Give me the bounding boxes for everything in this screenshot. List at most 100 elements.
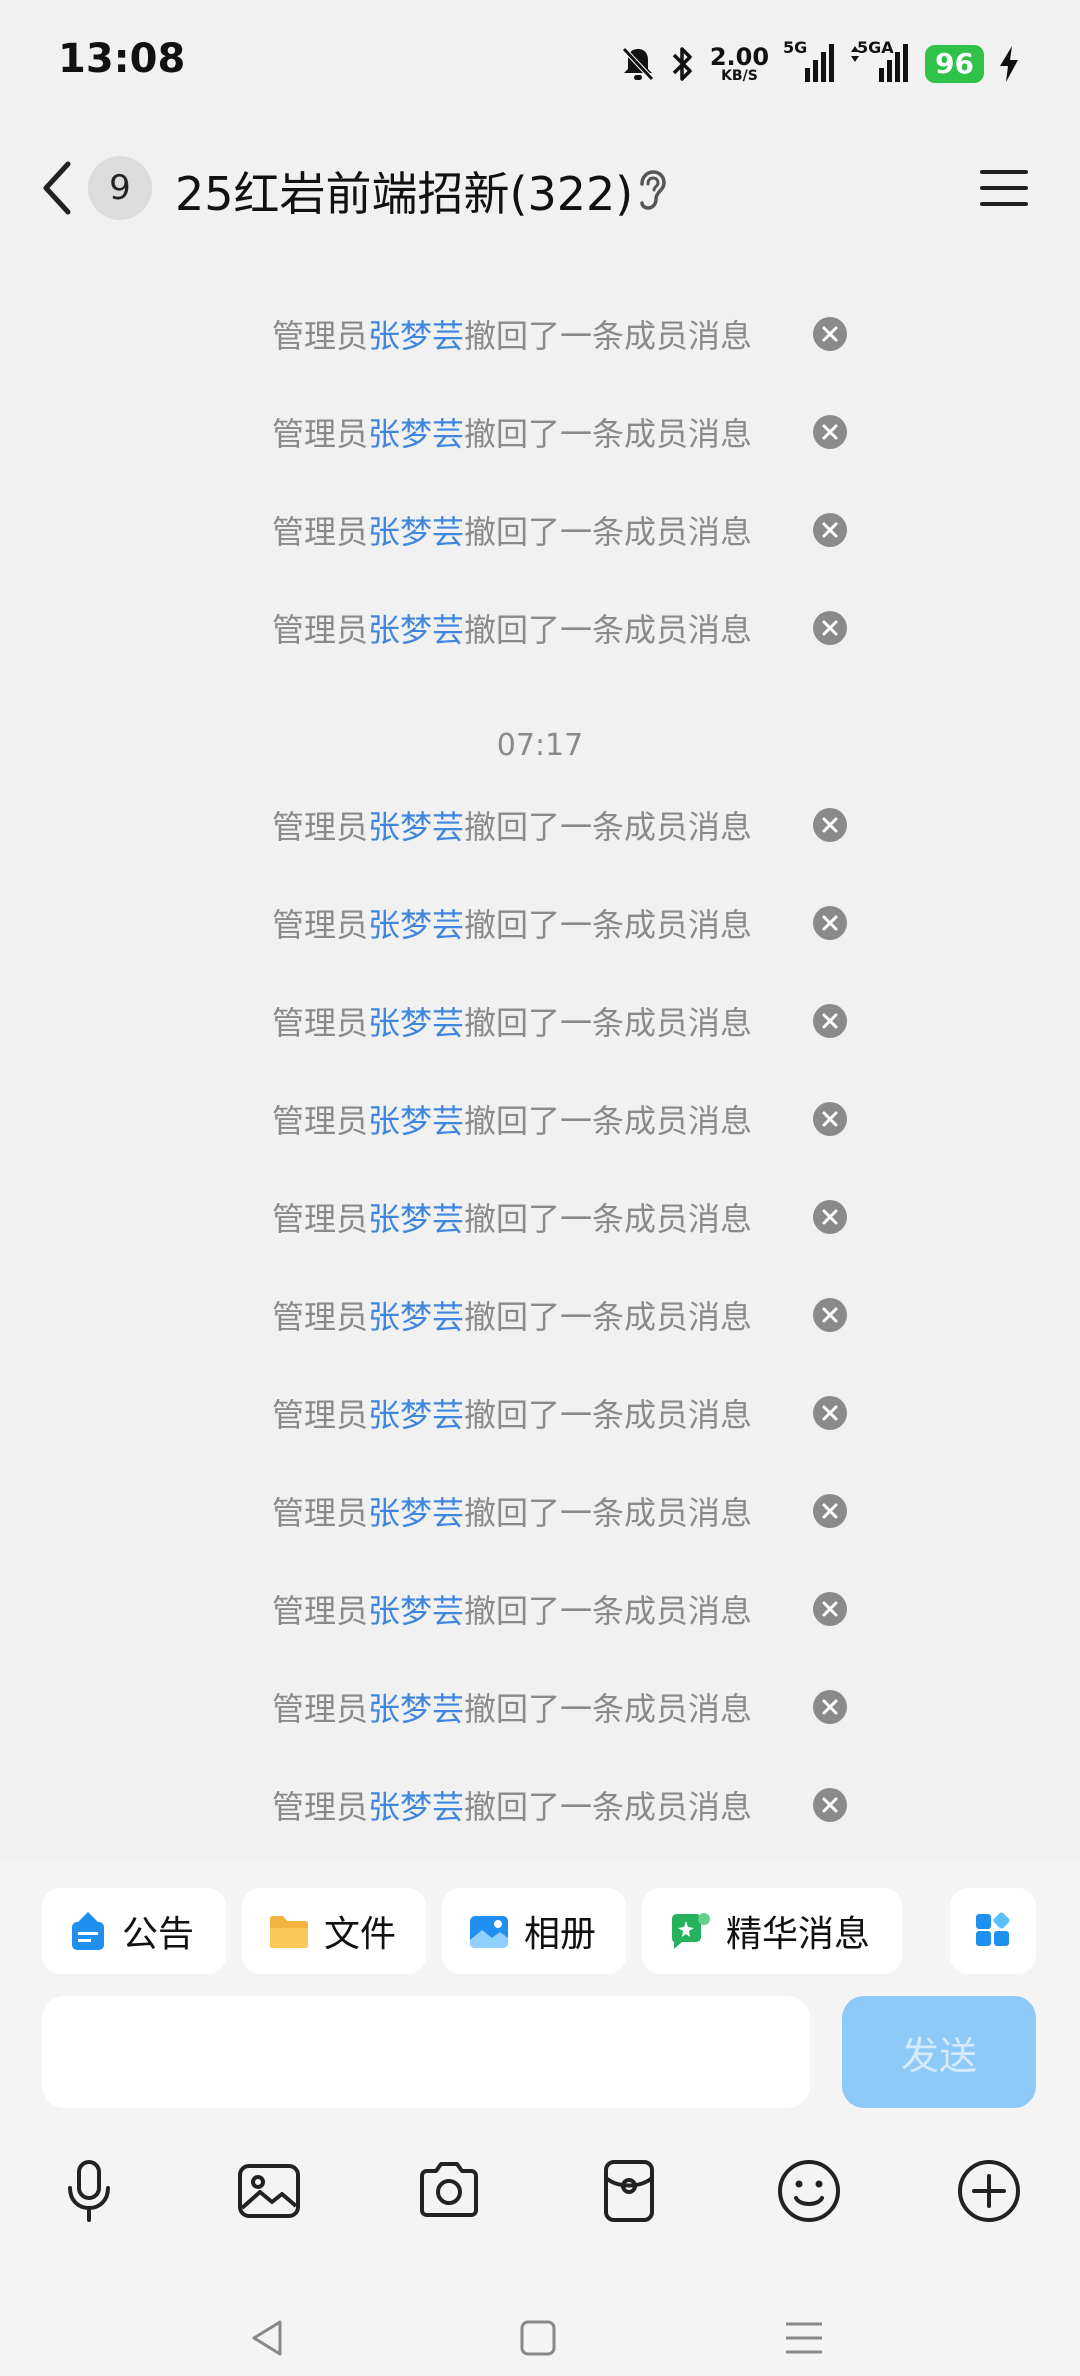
album-chip[interactable]: 相册 xyxy=(442,1888,626,1974)
plus-icon[interactable] xyxy=(956,2158,1022,2224)
message-prefix: 管理员 xyxy=(272,317,369,355)
menu-button[interactable] xyxy=(976,164,1032,212)
admin-name-link[interactable]: 张梦芸 xyxy=(368,1494,465,1532)
album-label: 相册 xyxy=(524,1914,597,1955)
message-prefix: 管理员 xyxy=(272,611,369,649)
nav-menu-icon[interactable] xyxy=(782,2316,826,2360)
close-icon[interactable] xyxy=(812,610,848,646)
message-timestamp: 07:17 xyxy=(496,728,584,763)
emoji-icon[interactable] xyxy=(776,2158,842,2224)
close-icon[interactable] xyxy=(812,1395,848,1431)
close-icon[interactable] xyxy=(812,905,848,941)
signal-5ga-icon: 5GA xyxy=(849,38,911,86)
close-icon[interactable] xyxy=(812,1003,848,1039)
unread-count-badge[interactable]: 9 xyxy=(88,156,152,220)
message-prefix: 管理员 xyxy=(272,1200,369,1238)
system-message: 管理员 张梦芸 撤回了一条成员消息 xyxy=(272,306,847,362)
announcement-icon xyxy=(72,1912,104,1950)
close-icon[interactable] xyxy=(812,1591,848,1627)
files-chip[interactable]: 文件 xyxy=(242,1888,426,1974)
admin-name-link[interactable]: 张梦芸 xyxy=(368,611,465,649)
highlights-chip[interactable]: 精华消息 xyxy=(642,1888,902,1974)
close-icon[interactable] xyxy=(812,1199,848,1235)
close-icon[interactable] xyxy=(812,414,848,450)
message-suffix: 撤回了一条成员消息 xyxy=(464,1396,753,1434)
admin-name-link[interactable]: 张梦芸 xyxy=(368,1396,465,1434)
red-packet-icon[interactable] xyxy=(596,2158,662,2224)
announcement-chip[interactable]: 公告 xyxy=(42,1888,226,1974)
admin-name-link[interactable]: 张梦芸 xyxy=(368,1788,465,1826)
image-icon[interactable] xyxy=(236,2158,302,2224)
admin-name-link[interactable]: 张梦芸 xyxy=(368,1592,465,1630)
close-icon[interactable] xyxy=(812,1787,848,1823)
message-list[interactable]: 管理员 张梦芸 撤回了一条成员消息 管理员 张梦芸 撤回了一条成员消息 管理员 张梦芸 撤回… xyxy=(0,250,1080,1860)
close-icon[interactable] xyxy=(812,1101,848,1137)
files-label: 文件 xyxy=(324,1914,397,1955)
message-prefix: 管理员 xyxy=(272,1102,369,1140)
system-message: 管理员 张梦芸 撤回了一条成员消息 xyxy=(272,1581,847,1637)
more-apps-chip[interactable] xyxy=(950,1888,1036,1974)
message-suffix: 撤回了一条成员消息 xyxy=(464,808,753,846)
message-suffix: 撤回了一条成员消息 xyxy=(464,1004,753,1042)
admin-name-link[interactable]: 张梦芸 xyxy=(368,1200,465,1238)
message-prefix: 管理员 xyxy=(272,415,369,453)
system-message: 管理员 张梦芸 撤回了一条成员消息 xyxy=(272,502,847,558)
admin-name-link[interactable]: 张梦芸 xyxy=(368,1102,465,1140)
admin-name-link[interactable]: 张梦芸 xyxy=(368,1004,465,1042)
send-button[interactable]: 发送 xyxy=(842,1996,1036,2108)
message-suffix: 撤回了一条成员消息 xyxy=(464,1494,753,1532)
system-message: 管理员 张梦芸 撤回了一条成员消息 xyxy=(272,404,847,460)
back-button[interactable] xyxy=(36,158,80,218)
camera-icon[interactable] xyxy=(416,2158,482,2224)
message-prefix: 管理员 xyxy=(272,1690,369,1728)
close-icon[interactable] xyxy=(812,1493,848,1529)
nav-back-icon[interactable] xyxy=(246,2316,290,2360)
admin-name-link[interactable]: 张梦芸 xyxy=(368,1690,465,1728)
message-input[interactable] xyxy=(42,1996,810,2108)
system-nav-bar xyxy=(0,2296,1080,2376)
message-prefix: 管理员 xyxy=(272,1298,369,1336)
message-suffix: 撤回了一条成员消息 xyxy=(464,1298,753,1336)
message-suffix: 撤回了一条成员消息 xyxy=(464,1200,753,1238)
mute-bell-icon xyxy=(620,45,656,83)
highlights-icon xyxy=(672,1913,710,1949)
admin-name-link[interactable]: 张梦芸 xyxy=(368,906,465,944)
system-message: 管理员 张梦芸 撤回了一条成员消息 xyxy=(272,1679,847,1735)
status-time: 13:08 xyxy=(58,36,186,82)
message-suffix: 撤回了一条成员消息 xyxy=(464,1102,753,1140)
album-icon xyxy=(470,1916,508,1948)
mic-icon[interactable] xyxy=(56,2158,122,2224)
ear-icon[interactable] xyxy=(632,168,672,212)
system-message: 管理员 张梦芸 撤回了一条成员消息 xyxy=(272,797,847,853)
admin-name-link[interactable]: 张梦芸 xyxy=(368,808,465,846)
close-icon[interactable] xyxy=(812,512,848,548)
close-icon[interactable] xyxy=(812,1297,848,1333)
close-icon[interactable] xyxy=(812,1689,848,1725)
system-message: 管理员 张梦芸 撤回了一条成员消息 xyxy=(272,1287,847,1343)
net-speed-unit: KB/S xyxy=(721,68,758,84)
nav-home-icon[interactable] xyxy=(516,2316,560,2360)
admin-name-link[interactable]: 张梦芸 xyxy=(368,317,465,355)
message-suffix: 撤回了一条成员消息 xyxy=(464,415,753,453)
close-icon[interactable] xyxy=(812,316,848,352)
system-message: 管理员 张梦芸 撤回了一条成员消息 xyxy=(272,895,847,951)
system-message: 管理员 张梦芸 撤回了一条成员消息 xyxy=(272,1483,847,1539)
admin-name-link[interactable]: 张梦芸 xyxy=(368,1298,465,1336)
tool-row xyxy=(0,2138,1080,2238)
message-suffix: 撤回了一条成员消息 xyxy=(464,513,753,551)
net-speed-value: 2.00 xyxy=(709,43,770,71)
hamburger-menu-icon xyxy=(980,170,1028,206)
close-icon[interactable] xyxy=(812,807,848,843)
announcement-label: 公告 xyxy=(122,1914,195,1955)
shortcut-bar: 公告 文件 相册 精华消息 xyxy=(0,1888,1080,1974)
admin-name-link[interactable]: 张梦芸 xyxy=(368,415,465,453)
system-message: 管理员 张梦芸 撤回了一条成员消息 xyxy=(272,600,847,656)
chat-header: 9 25红岩前端招新(322) xyxy=(0,130,1080,245)
composer-panel: 公告 文件 相册 精华消息 发送 xyxy=(0,1862,1080,2376)
bluetooth-icon xyxy=(670,44,696,84)
group-title[interactable]: 25红岩前端招新(322) xyxy=(175,167,634,221)
message-suffix: 撤回了一条成员消息 xyxy=(464,1592,753,1630)
admin-name-link[interactable]: 张梦芸 xyxy=(368,513,465,551)
charging-icon xyxy=(998,44,1020,84)
message-prefix: 管理员 xyxy=(272,906,369,944)
